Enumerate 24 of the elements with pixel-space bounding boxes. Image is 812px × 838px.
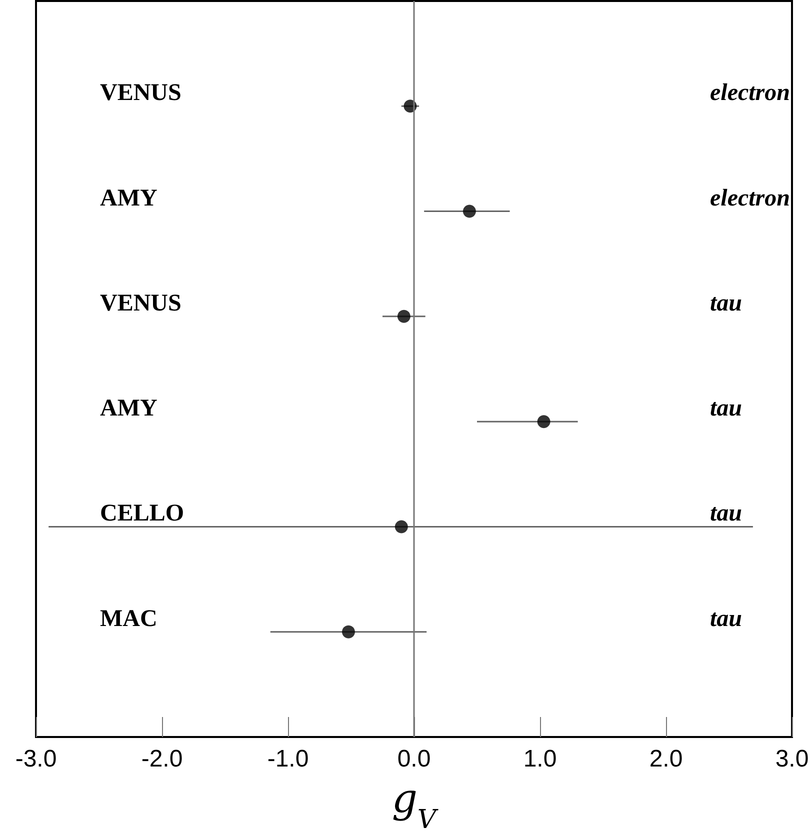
x-tick-label: -1.0	[267, 746, 309, 772]
x-tick-label: -2.0	[141, 746, 183, 772]
y-tick-label: VENUS	[100, 290, 182, 316]
x-tick-label: 2.0	[649, 746, 683, 772]
y2-tick-label: tau	[710, 606, 742, 632]
point	[394, 520, 408, 534]
x-tick-label: 3.0	[775, 746, 809, 772]
y2-tick-label: tau	[710, 290, 742, 316]
y-tick-label: MAC	[100, 606, 158, 632]
y-tick-label: AMY	[100, 396, 158, 422]
x-tick-label: 0.0	[397, 746, 431, 772]
y-tick-label: AMY	[100, 185, 158, 212]
y2-tick-label: electron	[710, 80, 790, 106]
x-tick-label: 1.0	[523, 746, 557, 772]
point	[342, 625, 355, 638]
y2-tick-label: electron	[710, 185, 790, 212]
point	[462, 204, 476, 218]
y2-tick-label: tau	[710, 396, 742, 422]
x-tick-label: -3.0	[15, 746, 57, 772]
y-tick-label: VENUS	[100, 80, 182, 106]
point	[537, 415, 550, 428]
point	[397, 310, 410, 323]
y-tick-label: CELLO	[100, 500, 184, 527]
y2-tick-label: tau	[710, 500, 742, 527]
